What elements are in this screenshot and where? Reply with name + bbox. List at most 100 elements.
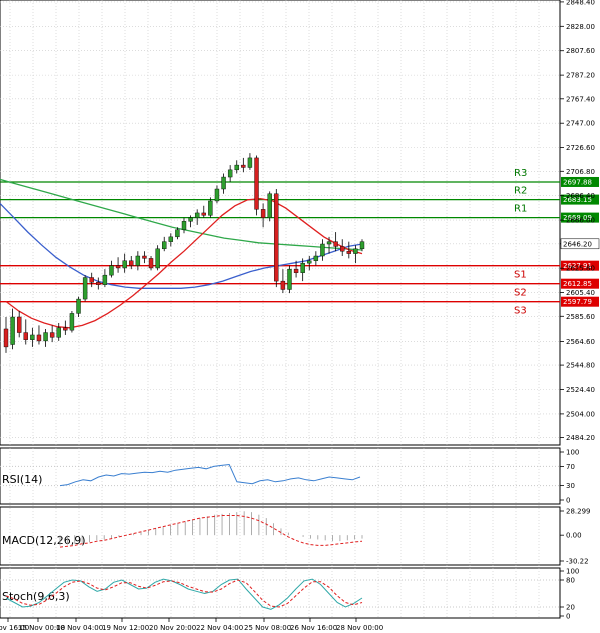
- candle-down: [260, 209, 266, 218]
- candle-down: [63, 327, 68, 331]
- price-tick-label: 2828.00: [566, 23, 595, 31]
- candle-up: [307, 260, 312, 264]
- price-tick-label: 2524.40: [566, 386, 595, 394]
- level-name-s2: S2: [514, 288, 527, 299]
- stoch-k-line: [5, 578, 363, 610]
- candle-up: [194, 212, 200, 218]
- stoch-tick-label: 100: [566, 568, 579, 576]
- level-price-label: 2597.79: [563, 298, 592, 306]
- current-price-tag: [560, 238, 600, 250]
- level-name-r1: R1: [514, 204, 527, 215]
- candle-up: [155, 248, 160, 269]
- time-tick-label: 18 Nov 04:00: [56, 624, 103, 632]
- candle-up: [43, 332, 48, 342]
- candle-up: [353, 248, 358, 254]
- level-price-label: 2627.91: [563, 262, 592, 270]
- candle-up: [109, 265, 114, 276]
- candle-down: [201, 212, 206, 216]
- stoch-tick-label: 0: [566, 613, 570, 621]
- candle-up: [208, 200, 213, 216]
- time-tick-label: 22 Nov 04:00: [196, 624, 243, 632]
- candle-down: [36, 334, 42, 342]
- price-tick-label: 2564.60: [566, 338, 595, 346]
- candle-down: [346, 251, 352, 254]
- candle-down: [274, 193, 279, 282]
- candle-down: [115, 265, 121, 269]
- current-price-label: 2646.20: [563, 240, 592, 248]
- candle-down: [280, 280, 286, 290]
- stoch-tick-label: 80: [566, 577, 575, 585]
- level-price-label: 2683.15: [563, 196, 592, 204]
- rsi-label: RSI(14): [2, 473, 42, 486]
- price-tick-label: 2504.00: [566, 410, 595, 418]
- level-price-tag: [561, 296, 599, 307]
- candle-up: [102, 274, 108, 285]
- time-tick-label: 14 Nov 16:00: [0, 624, 29, 632]
- level-price-label: 2668.09: [563, 214, 592, 222]
- stoch-tick-label: 20: [566, 604, 575, 612]
- candle-up: [168, 236, 174, 242]
- candle-down: [333, 241, 338, 247]
- level-name-r2: R2: [514, 186, 527, 197]
- rsi-tick-label: 70: [566, 463, 575, 471]
- candle-down: [96, 282, 101, 285]
- level-name-r3: R3: [514, 168, 527, 179]
- candle-down: [293, 268, 299, 273]
- candle-up: [69, 313, 75, 331]
- candle-up: [30, 334, 35, 340]
- price-tick-label: 2605.40: [566, 289, 595, 297]
- candle-up: [326, 241, 332, 245]
- candle-up: [82, 277, 88, 300]
- time-tick-label: 28 Nov 00:00: [336, 624, 383, 632]
- candle-up: [188, 217, 193, 222]
- price-tick-label: 2747.00: [566, 120, 595, 128]
- candle-up: [287, 268, 292, 290]
- candle-up: [234, 164, 239, 171]
- time-tick-label: 15 Nov 00:00: [18, 624, 65, 632]
- candle-down: [241, 164, 246, 168]
- price-tick-label: 2585.60: [566, 313, 595, 321]
- rsi-tick-label: 100: [566, 449, 579, 457]
- candle-up: [181, 221, 187, 230]
- candle-down: [49, 332, 55, 338]
- macd-tick-label: 0.00: [566, 532, 582, 540]
- candle-up: [247, 157, 253, 168]
- level-price-tag: [561, 212, 599, 223]
- candle-up: [313, 255, 319, 261]
- level-price-tag: [561, 260, 599, 271]
- time-tick-label: 19 Nov 12:00: [102, 624, 149, 632]
- price-tick-label: 2484.20: [566, 434, 595, 442]
- price-tick-label: 2787.20: [566, 72, 595, 80]
- candle-up: [76, 298, 81, 314]
- stoch-d-line: [5, 579, 363, 608]
- stoch-label: Stoch(9,6,3): [2, 590, 70, 603]
- candle-up: [122, 260, 127, 269]
- time-tick-label: 26 Nov 16:00: [290, 624, 337, 632]
- candle-down: [16, 316, 22, 333]
- main-panel-frame: [0, 0, 561, 446]
- time-tick-label: 20 Nov 20:00: [149, 624, 196, 632]
- candle-up: [162, 241, 167, 250]
- price-tick-label: 2686.40: [566, 192, 595, 200]
- macd-signal-line: [59, 515, 363, 548]
- candle-down: [340, 246, 345, 252]
- candle-up: [227, 169, 233, 178]
- candle-up: [300, 262, 305, 273]
- candle-down: [3, 328, 9, 348]
- price-tick-label: 2807.60: [566, 47, 595, 55]
- candle-up: [175, 229, 180, 238]
- level-price-tag: [561, 194, 599, 205]
- macd-panel-frame: [0, 506, 561, 566]
- candle-down: [89, 277, 94, 283]
- price-tick-label: 2706.80: [566, 168, 595, 176]
- level-name-s1: S1: [514, 270, 527, 281]
- candle-up: [56, 327, 61, 338]
- rsi-tick-label: 0: [566, 497, 570, 505]
- price-tick-label: 2544.80: [566, 362, 595, 370]
- stoch-panel-frame: [0, 567, 561, 619]
- candle-up: [135, 255, 141, 266]
- candle-up: [320, 243, 325, 257]
- ma-mid-line: [0, 202, 363, 289]
- candle-down: [254, 157, 259, 210]
